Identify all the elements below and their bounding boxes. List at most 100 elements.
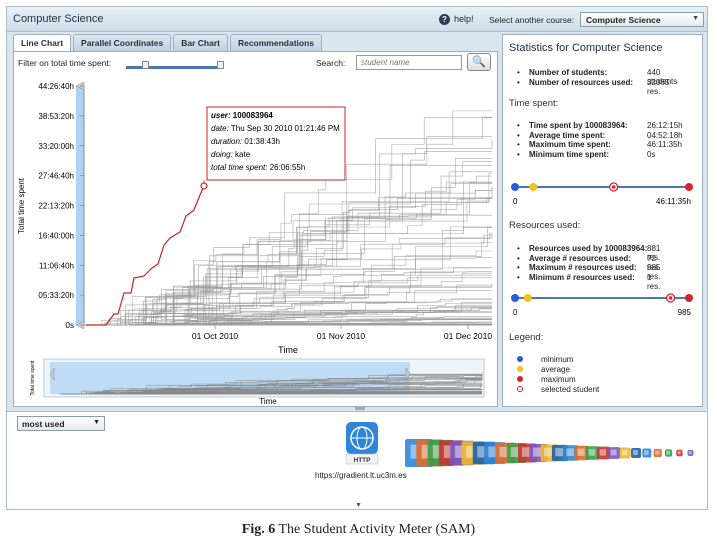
overview-left-handle[interactable] (49, 367, 55, 381)
resource-thumbnail[interactable] (597, 446, 610, 460)
scale-min-label: 0 (513, 197, 518, 206)
student-line[interactable] (103, 157, 492, 326)
time-filter-slider[interactable] (126, 61, 224, 69)
resource-sort-select[interactable]: most used ▼ (17, 416, 105, 431)
y-tick-label: 44:26:40h (38, 82, 74, 91)
resource-url[interactable]: https://gradient.lt.uc3m.es (315, 471, 407, 480)
student-line[interactable] (94, 197, 492, 326)
min-marker (511, 183, 519, 191)
student-line[interactable] (150, 307, 492, 326)
student-line[interactable] (111, 317, 492, 326)
resource-thumbnail[interactable] (653, 448, 662, 458)
collapse-icon[interactable]: ▼ (355, 502, 362, 509)
resource-thumbnail[interactable] (676, 449, 683, 457)
resource-thumbnail[interactable] (664, 449, 673, 457)
student-line[interactable] (148, 139, 493, 326)
http-resource-icon[interactable]: HTTP (344, 420, 380, 466)
resources-heading: Resources used: (509, 220, 581, 231)
overview-line (91, 374, 483, 395)
line-chart-svg: 44:26:40h 38:53:20h 33:20:00h 27:46:40h 22:1… (17, 81, 493, 406)
resource-thumbnail[interactable] (631, 448, 641, 458)
svg-text:total time spent: 26:06:55h: total time spent: 26:06:55h (211, 163, 305, 172)
resource-thumbnail[interactable] (608, 447, 621, 459)
overview-brush[interactable] (50, 362, 410, 394)
student-line[interactable] (128, 305, 492, 326)
selected-point-marker[interactable] (200, 182, 208, 190)
resource-thumbnail[interactable] (642, 448, 652, 458)
course-select[interactable]: Computer Science ▼ (580, 12, 704, 27)
legend-marker (517, 366, 523, 372)
stat-value: 985 res. (647, 263, 661, 281)
student-line[interactable] (93, 227, 492, 326)
resource-thumbnail[interactable] (687, 450, 694, 456)
student-line[interactable] (112, 257, 492, 326)
student-line[interactable] (142, 277, 492, 326)
time-spent-scale: 0 46:11:35h (511, 182, 693, 206)
resource-thumbnail[interactable] (574, 445, 590, 461)
legend-heading: Legend: (509, 332, 544, 343)
stat-value: 881 res. (647, 244, 661, 262)
student-line[interactable] (129, 272, 492, 326)
student-line[interactable] (144, 241, 492, 326)
chevron-down-icon: ▼ (93, 419, 100, 426)
svg-text:date: Thu Sep 30 2010 01:21:46: date: Thu Sep 30 2010 01:21:46 PM (211, 124, 340, 133)
student-line[interactable] (91, 298, 492, 326)
student-line[interactable] (117, 324, 492, 326)
tab-bar-chart[interactable]: Bar Chart (173, 34, 228, 51)
selected-student-line[interactable] (86, 185, 205, 326)
student-line[interactable] (186, 312, 492, 326)
line-chart-area: Filter on total time spent: Search: 🔍 44… (13, 51, 498, 407)
student-line[interactable] (204, 175, 492, 326)
student-line[interactable] (152, 226, 492, 326)
student-line[interactable] (172, 287, 492, 326)
help-icon[interactable]: ? (439, 14, 450, 25)
student-line[interactable] (183, 290, 492, 326)
overview-line (95, 375, 482, 395)
student-line[interactable] (180, 198, 492, 326)
overview-right-handle[interactable] (405, 367, 411, 381)
stat-value: 72 res. (647, 253, 661, 272)
y-tick-label: 16:40:00h (38, 231, 74, 240)
help-link[interactable]: help! (454, 14, 474, 24)
student-line[interactable] (93, 303, 492, 326)
max-marker (685, 183, 693, 191)
scale-min-label: 0 (513, 308, 518, 317)
student-lines[interactable] (86, 110, 493, 326)
stat-key: Maximum time spent: (529, 140, 611, 149)
student-line[interactable] (122, 198, 492, 326)
student-line[interactable] (199, 319, 492, 326)
student-search-input[interactable] (356, 55, 462, 70)
tab-parallel-coordinates[interactable]: Parallel Coordinates (73, 34, 172, 51)
student-line[interactable] (125, 250, 492, 326)
student-line[interactable] (117, 227, 492, 326)
student-line[interactable] (201, 151, 492, 326)
max-marker (685, 294, 693, 302)
stat-key: Maximum # resources used: (529, 263, 637, 272)
tab-line-chart[interactable]: Line Chart (13, 34, 72, 51)
student-line[interactable] (136, 171, 492, 326)
student-line[interactable] (89, 274, 492, 326)
student-line[interactable] (155, 307, 492, 326)
overview-line (83, 380, 482, 395)
filter-min-handle[interactable] (142, 61, 149, 69)
student-line[interactable] (133, 190, 492, 326)
student-line[interactable] (136, 172, 492, 326)
stat-value: 440 students (647, 68, 678, 86)
student-line[interactable] (159, 110, 492, 326)
filter-max-handle[interactable] (217, 61, 224, 69)
student-line[interactable] (140, 267, 492, 326)
resource-thumbnail[interactable] (585, 446, 600, 460)
legend-marker (517, 356, 523, 362)
student-line[interactable] (131, 198, 492, 326)
student-line[interactable] (174, 283, 493, 326)
resource-thumbnail[interactable] (619, 447, 631, 459)
student-line[interactable] (140, 161, 492, 326)
student-line[interactable] (94, 232, 492, 326)
student-line[interactable] (106, 116, 492, 326)
search-button[interactable]: 🔍 (467, 53, 491, 71)
student-line[interactable] (91, 186, 493, 326)
panel-splitter[interactable] (355, 407, 365, 410)
tab-recommendations[interactable]: Recommendations (229, 34, 323, 51)
resource-thumbnail-strip[interactable] (405, 436, 705, 470)
student-line[interactable] (130, 234, 492, 326)
